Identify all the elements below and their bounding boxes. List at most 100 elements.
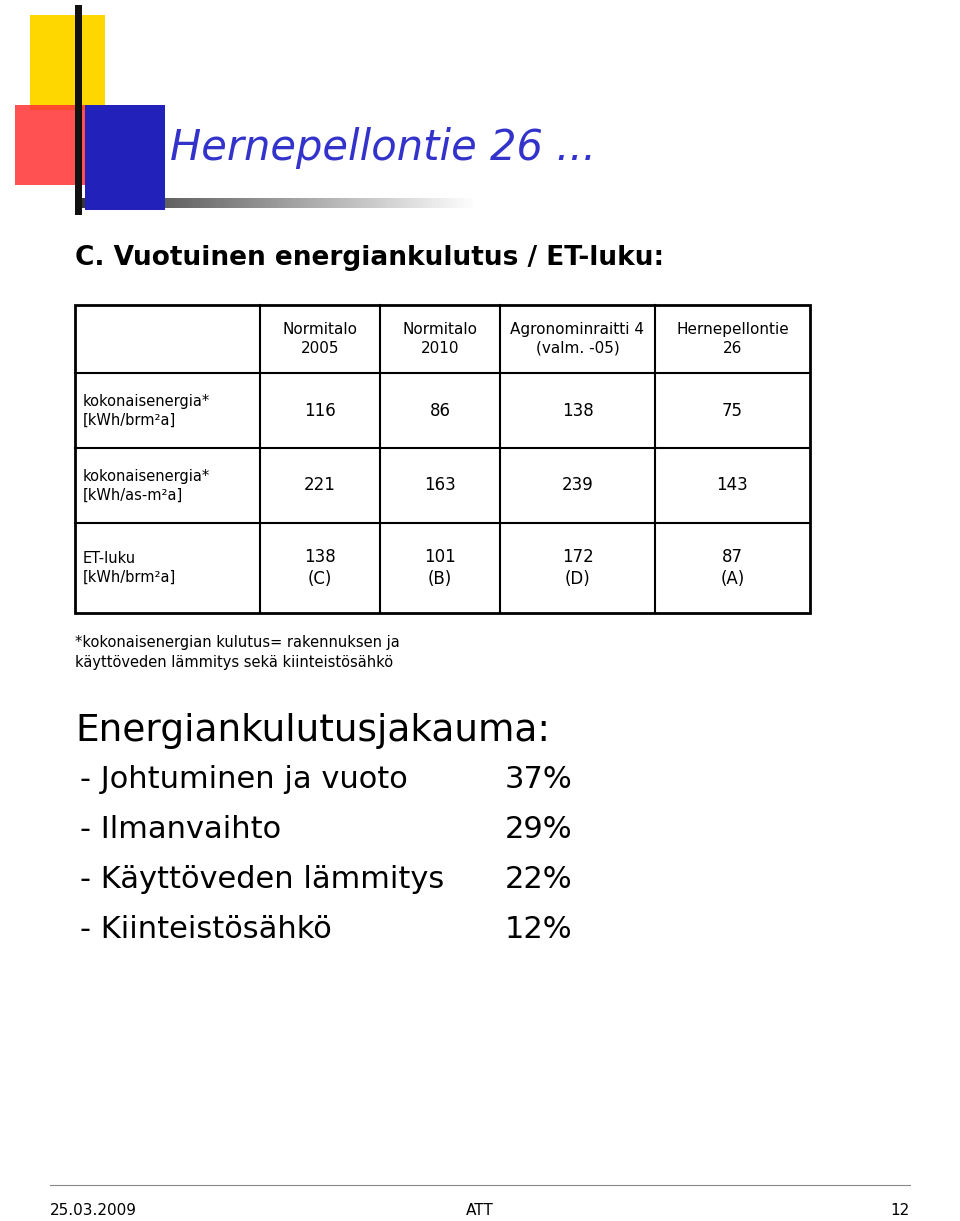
Bar — [474, 198, 475, 208]
Bar — [371, 198, 372, 208]
Bar — [758, 198, 759, 208]
Bar — [843, 198, 844, 208]
Bar — [797, 198, 798, 208]
Bar — [210, 198, 211, 208]
Bar — [448, 198, 449, 208]
Bar — [291, 198, 292, 208]
Bar — [650, 198, 651, 208]
Bar — [494, 198, 495, 208]
Bar — [554, 198, 555, 208]
Bar — [277, 198, 278, 208]
Bar — [77, 198, 78, 208]
Bar — [209, 198, 210, 208]
Bar — [155, 198, 156, 208]
Bar — [733, 198, 734, 208]
Bar — [187, 198, 188, 208]
Bar — [593, 198, 594, 208]
Bar — [301, 198, 302, 208]
Bar — [502, 198, 503, 208]
Bar — [632, 198, 633, 208]
Bar — [323, 198, 324, 208]
Bar — [148, 198, 149, 208]
Bar — [75, 198, 76, 208]
Bar — [195, 198, 196, 208]
Bar — [153, 198, 154, 208]
Bar — [525, 198, 526, 208]
Bar — [839, 198, 840, 208]
Text: 221: 221 — [304, 476, 336, 495]
Bar — [759, 198, 760, 208]
Bar — [699, 198, 700, 208]
Bar — [369, 198, 370, 208]
Bar — [646, 198, 647, 208]
Bar — [93, 198, 94, 208]
Bar — [774, 198, 775, 208]
Bar — [546, 198, 547, 208]
Bar — [501, 198, 502, 208]
Bar — [581, 198, 582, 208]
Bar — [358, 198, 359, 208]
Bar — [292, 198, 293, 208]
Bar — [398, 198, 399, 208]
Bar — [714, 198, 715, 208]
Bar — [710, 198, 711, 208]
Bar — [428, 198, 429, 208]
Bar — [85, 198, 86, 208]
Bar — [692, 198, 693, 208]
Bar — [496, 198, 497, 208]
Bar — [521, 198, 522, 208]
Bar — [795, 198, 796, 208]
Bar — [840, 198, 841, 208]
Bar — [313, 198, 314, 208]
Bar — [286, 198, 287, 208]
Text: ET-luku
[kWh/brm²a]: ET-luku [kWh/brm²a] — [83, 551, 177, 585]
Bar — [419, 198, 420, 208]
Bar — [471, 198, 472, 208]
Bar — [279, 198, 280, 208]
Bar — [176, 198, 177, 208]
Bar — [862, 198, 863, 208]
Bar — [340, 198, 341, 208]
Bar — [788, 198, 789, 208]
Bar — [346, 198, 347, 208]
Bar — [658, 198, 659, 208]
Bar — [180, 198, 181, 208]
Bar — [441, 198, 442, 208]
Bar — [458, 198, 459, 208]
Bar — [654, 198, 655, 208]
Bar — [418, 198, 419, 208]
Bar — [804, 198, 805, 208]
Bar — [484, 198, 485, 208]
Bar — [504, 198, 505, 208]
Bar — [553, 198, 554, 208]
Bar — [276, 198, 277, 208]
Bar — [744, 198, 745, 208]
Bar — [781, 198, 782, 208]
Bar — [261, 198, 262, 208]
Bar — [449, 198, 450, 208]
Bar — [829, 198, 830, 208]
Bar — [585, 198, 586, 208]
Bar — [158, 198, 159, 208]
Bar — [147, 198, 148, 208]
Bar — [790, 198, 791, 208]
Bar — [866, 198, 867, 208]
Bar — [570, 198, 571, 208]
Bar — [151, 198, 152, 208]
Bar — [871, 198, 872, 208]
Bar — [536, 198, 537, 208]
Bar — [602, 198, 603, 208]
Bar — [309, 198, 310, 208]
Bar — [453, 198, 454, 208]
Bar — [591, 198, 592, 208]
Bar — [112, 198, 113, 208]
Bar — [208, 198, 209, 208]
Bar — [837, 198, 838, 208]
Bar — [867, 198, 868, 208]
Bar — [95, 198, 96, 208]
Bar — [139, 198, 140, 208]
Bar — [681, 198, 682, 208]
Bar — [516, 198, 517, 208]
Bar — [347, 198, 348, 208]
Text: - Johtuminen ja vuoto: - Johtuminen ja vuoto — [80, 766, 408, 794]
